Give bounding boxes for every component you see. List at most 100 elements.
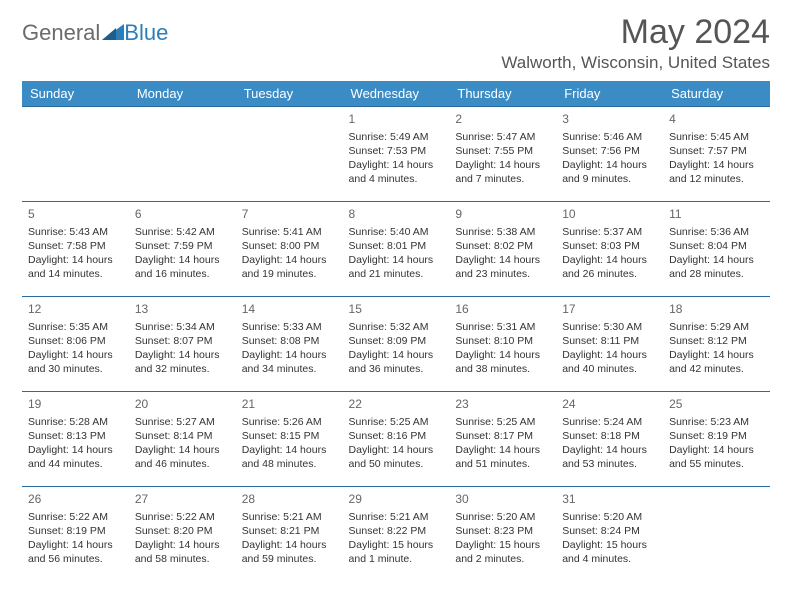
daylight-line: Daylight: 14 hours and 7 minutes.: [455, 158, 550, 186]
calendar-day-cell: 18Sunrise: 5:29 AMSunset: 8:12 PMDayligh…: [663, 297, 770, 392]
calendar-empty-cell: [236, 107, 343, 202]
sunset-line: Sunset: 8:02 PM: [455, 239, 550, 253]
sunrise-line: Sunrise: 5:25 AM: [349, 415, 444, 429]
day-number: 8: [349, 206, 444, 222]
sunrise-line: Sunrise: 5:29 AM: [669, 320, 764, 334]
day-number: 2: [455, 111, 550, 127]
day-number: 27: [135, 491, 230, 507]
sunset-line: Sunset: 8:06 PM: [28, 334, 123, 348]
sunset-line: Sunset: 8:07 PM: [135, 334, 230, 348]
calendar-day-cell: 2Sunrise: 5:47 AMSunset: 7:55 PMDaylight…: [449, 107, 556, 202]
daylight-line: Daylight: 14 hours and 51 minutes.: [455, 443, 550, 471]
daylight-line: Daylight: 14 hours and 56 minutes.: [28, 538, 123, 566]
sunset-line: Sunset: 8:12 PM: [669, 334, 764, 348]
day-number: 11: [669, 206, 764, 222]
location-text: Walworth, Wisconsin, United States: [501, 53, 770, 73]
sunset-line: Sunset: 8:19 PM: [669, 429, 764, 443]
sunset-line: Sunset: 8:01 PM: [349, 239, 444, 253]
day-number: 21: [242, 396, 337, 412]
daylight-line: Daylight: 14 hours and 21 minutes.: [349, 253, 444, 281]
sunset-line: Sunset: 7:58 PM: [28, 239, 123, 253]
day-header: Thursday: [449, 81, 556, 107]
day-header: Friday: [556, 81, 663, 107]
daylight-line: Daylight: 14 hours and 38 minutes.: [455, 348, 550, 376]
sunrise-line: Sunrise: 5:25 AM: [455, 415, 550, 429]
title-block: May 2024 Walworth, Wisconsin, United Sta…: [501, 14, 770, 73]
daylight-line: Daylight: 15 hours and 2 minutes.: [455, 538, 550, 566]
sunset-line: Sunset: 8:10 PM: [455, 334, 550, 348]
sunset-line: Sunset: 8:24 PM: [562, 524, 657, 538]
sunrise-line: Sunrise: 5:43 AM: [28, 225, 123, 239]
sunrise-line: Sunrise: 5:35 AM: [28, 320, 123, 334]
day-number: 16: [455, 301, 550, 317]
sunset-line: Sunset: 8:22 PM: [349, 524, 444, 538]
daylight-line: Daylight: 14 hours and 55 minutes.: [669, 443, 764, 471]
day-number: 10: [562, 206, 657, 222]
day-number: 19: [28, 396, 123, 412]
calendar-day-cell: 1Sunrise: 5:49 AMSunset: 7:53 PMDaylight…: [343, 107, 450, 202]
logo-part2: Blue: [124, 20, 168, 46]
sunrise-line: Sunrise: 5:21 AM: [242, 510, 337, 524]
calendar-day-cell: 31Sunrise: 5:20 AMSunset: 8:24 PMDayligh…: [556, 487, 663, 582]
sunset-line: Sunset: 7:55 PM: [455, 144, 550, 158]
sunrise-line: Sunrise: 5:32 AM: [349, 320, 444, 334]
calendar-day-cell: 4Sunrise: 5:45 AMSunset: 7:57 PMDaylight…: [663, 107, 770, 202]
sunrise-line: Sunrise: 5:30 AM: [562, 320, 657, 334]
calendar-day-cell: 7Sunrise: 5:41 AMSunset: 8:00 PMDaylight…: [236, 202, 343, 297]
daylight-line: Daylight: 14 hours and 16 minutes.: [135, 253, 230, 281]
calendar-day-cell: 15Sunrise: 5:32 AMSunset: 8:09 PMDayligh…: [343, 297, 450, 392]
sunset-line: Sunset: 8:18 PM: [562, 429, 657, 443]
daylight-line: Daylight: 14 hours and 9 minutes.: [562, 158, 657, 186]
sunrise-line: Sunrise: 5:33 AM: [242, 320, 337, 334]
sunrise-line: Sunrise: 5:38 AM: [455, 225, 550, 239]
sunrise-line: Sunrise: 5:24 AM: [562, 415, 657, 429]
day-number: 31: [562, 491, 657, 507]
logo-triangle-icon: [102, 22, 124, 45]
calendar-day-cell: 29Sunrise: 5:21 AMSunset: 8:22 PMDayligh…: [343, 487, 450, 582]
daylight-line: Daylight: 14 hours and 48 minutes.: [242, 443, 337, 471]
daylight-line: Daylight: 14 hours and 59 minutes.: [242, 538, 337, 566]
calendar-empty-cell: [129, 107, 236, 202]
calendar-day-cell: 16Sunrise: 5:31 AMSunset: 8:10 PMDayligh…: [449, 297, 556, 392]
sunset-line: Sunset: 7:57 PM: [669, 144, 764, 158]
calendar-body: 1Sunrise: 5:49 AMSunset: 7:53 PMDaylight…: [22, 107, 770, 582]
sunrise-line: Sunrise: 5:27 AM: [135, 415, 230, 429]
daylight-line: Daylight: 14 hours and 58 minutes.: [135, 538, 230, 566]
calendar-week-row: 1Sunrise: 5:49 AMSunset: 7:53 PMDaylight…: [22, 107, 770, 202]
sunset-line: Sunset: 8:03 PM: [562, 239, 657, 253]
calendar-day-cell: 10Sunrise: 5:37 AMSunset: 8:03 PMDayligh…: [556, 202, 663, 297]
day-number: 13: [135, 301, 230, 317]
daylight-line: Daylight: 14 hours and 53 minutes.: [562, 443, 657, 471]
calendar-day-cell: 21Sunrise: 5:26 AMSunset: 8:15 PMDayligh…: [236, 392, 343, 487]
calendar-day-cell: 26Sunrise: 5:22 AMSunset: 8:19 PMDayligh…: [22, 487, 129, 582]
daylight-line: Daylight: 14 hours and 40 minutes.: [562, 348, 657, 376]
day-number: 28: [242, 491, 337, 507]
calendar-day-cell: 11Sunrise: 5:36 AMSunset: 8:04 PMDayligh…: [663, 202, 770, 297]
sunrise-line: Sunrise: 5:36 AM: [669, 225, 764, 239]
daylight-line: Daylight: 14 hours and 46 minutes.: [135, 443, 230, 471]
sunrise-line: Sunrise: 5:20 AM: [455, 510, 550, 524]
sunrise-line: Sunrise: 5:45 AM: [669, 130, 764, 144]
daylight-line: Daylight: 14 hours and 44 minutes.: [28, 443, 123, 471]
sunrise-line: Sunrise: 5:26 AM: [242, 415, 337, 429]
day-number: 30: [455, 491, 550, 507]
calendar-header-row: SundayMondayTuesdayWednesdayThursdayFrid…: [22, 81, 770, 107]
day-number: 26: [28, 491, 123, 507]
day-number: 29: [349, 491, 444, 507]
calendar-empty-cell: [22, 107, 129, 202]
sunrise-line: Sunrise: 5:21 AM: [349, 510, 444, 524]
daylight-line: Daylight: 14 hours and 23 minutes.: [455, 253, 550, 281]
calendar-day-cell: 5Sunrise: 5:43 AMSunset: 7:58 PMDaylight…: [22, 202, 129, 297]
sunset-line: Sunset: 8:09 PM: [349, 334, 444, 348]
day-number: 15: [349, 301, 444, 317]
logo-part1: General: [22, 20, 100, 46]
logo: General Blue: [22, 20, 168, 46]
day-number: 25: [669, 396, 764, 412]
page-header: General Blue May 2024 Walworth, Wisconsi…: [22, 14, 770, 73]
day-number: 20: [135, 396, 230, 412]
sunset-line: Sunset: 8:19 PM: [28, 524, 123, 538]
calendar-day-cell: 23Sunrise: 5:25 AMSunset: 8:17 PMDayligh…: [449, 392, 556, 487]
calendar-week-row: 19Sunrise: 5:28 AMSunset: 8:13 PMDayligh…: [22, 392, 770, 487]
daylight-line: Daylight: 14 hours and 12 minutes.: [669, 158, 764, 186]
daylight-line: Daylight: 15 hours and 4 minutes.: [562, 538, 657, 566]
